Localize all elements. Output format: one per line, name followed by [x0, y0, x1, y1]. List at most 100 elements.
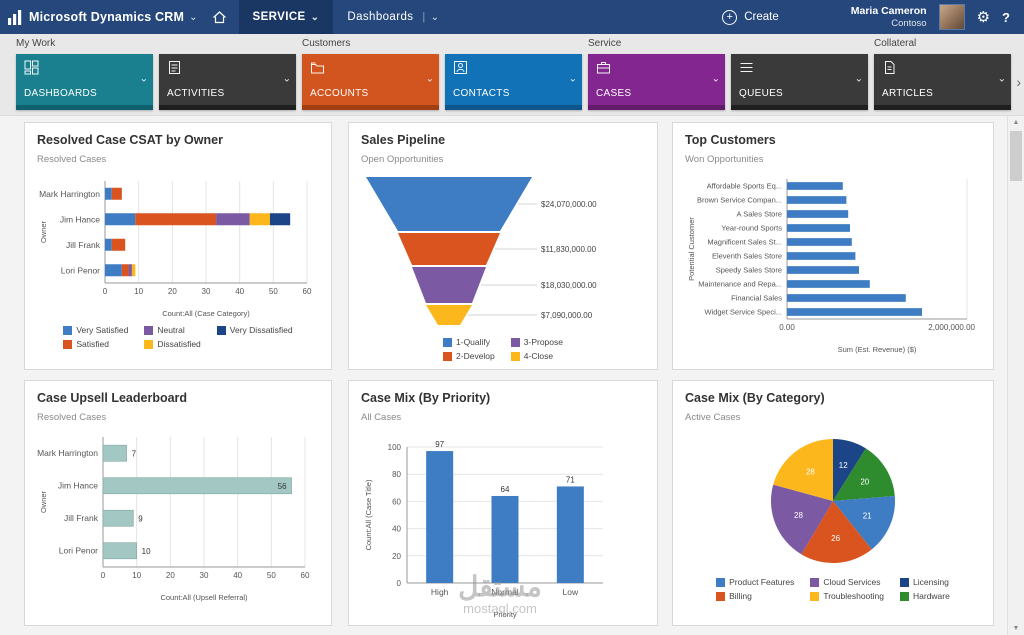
tile-label: ACTIVITIES — [167, 88, 225, 99]
dynamics-logo-icon[interactable] — [8, 9, 22, 25]
svg-text:Speedy Sales Store: Speedy Sales Store — [716, 266, 782, 275]
top-navigation-bar: Microsoft Dynamics CRM ⌄ SERVICE ⌄ Dashb… — [0, 0, 1024, 34]
home-icon[interactable] — [212, 10, 227, 24]
panel-case-mix-priority: Case Mix (By Priority) All Cases 0 20 40 60… — [348, 380, 658, 626]
brand-title[interactable]: Microsoft Dynamics CRM — [29, 10, 185, 24]
chevron-down-icon: ⌄ — [430, 11, 440, 23]
chart-case-mix-priority[interactable]: 0 20 40 60 80 100 97 High 64 Normal 71 Low Priority C… — [361, 431, 645, 621]
chevron-down-icon[interactable]: ⌄ — [425, 73, 434, 85]
tile-contacts[interactable]: CONTACTS ⌄ — [445, 54, 582, 110]
plus-icon: + — [722, 9, 738, 25]
panel-subtitle: Resolved Cases — [37, 154, 107, 165]
svg-text:A Sales Store: A Sales Store — [737, 210, 782, 219]
legend-item: Satisfied — [63, 339, 128, 349]
svg-text:Potential Customer: Potential Customer — [687, 217, 696, 281]
ribbon: My Work Customers Service Collateral DAS… — [0, 34, 1024, 116]
chevron-down-icon[interactable]: ⌄ — [282, 73, 291, 85]
svg-text:Affordable Sports Eq...: Affordable Sports Eq... — [707, 182, 782, 191]
category-service: Service — [588, 38, 622, 49]
legend-item: Product Features — [716, 577, 794, 587]
cases-icon — [596, 60, 611, 80]
legend-swatch — [716, 591, 726, 601]
svg-text:60: 60 — [303, 287, 312, 296]
svg-text:Low: Low — [563, 587, 579, 597]
chevron-right-icon[interactable]: › — [1016, 74, 1021, 90]
vertical-scrollbar[interactable]: ▲ ▼ — [1007, 116, 1024, 635]
tile-accent-strip — [302, 105, 439, 110]
legend-item: Troubleshooting — [810, 591, 884, 601]
svg-text:71: 71 — [566, 475, 575, 484]
chart-sales-pipeline-funnel[interactable]: $24,070,000.00 $11,830,000.00 $18,030,000.… — [361, 173, 645, 361]
svg-text:High: High — [431, 587, 449, 597]
legend-item: Very Satisfied — [63, 325, 128, 335]
avatar[interactable] — [938, 4, 965, 30]
legend-swatch — [144, 325, 154, 335]
legend-item: 4-Close — [510, 351, 563, 361]
svg-text:Mark Harrington: Mark Harrington — [39, 189, 100, 199]
tile-queues[interactable]: QUEUES ⌄ — [731, 54, 868, 110]
gear-icon[interactable]: ⚙ — [976, 9, 991, 26]
legend-swatch — [900, 577, 909, 587]
panel-resolved-case-csat: Resolved Case CSAT by Owner Resolved Cas… — [24, 122, 332, 370]
chevron-down-icon[interactable]: ⌄ — [997, 73, 1006, 85]
legend-item: Very Dissatisfied — [216, 325, 293, 335]
svg-text:$11,830,000.00: $11,830,000.00 — [541, 245, 597, 254]
svg-text:Normal: Normal — [491, 587, 519, 597]
chevron-down-icon[interactable]: ⌄ — [711, 73, 720, 85]
legend-swatch — [443, 337, 453, 347]
legend-item: 3-Propose — [510, 337, 563, 347]
svg-text:60: 60 — [392, 497, 401, 506]
scroll-down-icon[interactable]: ▼ — [1012, 625, 1020, 632]
category-customers: Customers — [302, 38, 351, 49]
svg-text:Owner: Owner — [39, 220, 48, 243]
svg-text:20: 20 — [168, 287, 177, 296]
help-icon[interactable]: ? — [1002, 9, 1010, 25]
tile-accounts[interactable]: ACCOUNTS ⌄ — [302, 54, 439, 110]
chart-top-customers[interactable]: 0.00 2,000,000.00 Affordable Sports Eq... B… — [685, 173, 981, 355]
panel-subtitle: All Cases — [361, 412, 402, 423]
svg-text:$18,030,000.00: $18,030,000.00 — [541, 281, 597, 290]
svg-text:26: 26 — [831, 534, 840, 543]
create-button-label: Create — [744, 11, 779, 23]
category-collateral: Collateral — [874, 38, 917, 49]
tile-accent-strip — [159, 105, 296, 110]
svg-text:Priority: Priority — [493, 610, 517, 619]
chart-case-mix-category-pie[interactable]: 12 20 21 26 28 28 Product Features Billing Cloud… — [685, 431, 981, 601]
chevron-down-icon[interactable]: ⌄ — [189, 11, 198, 23]
svg-text:2,000,000.00: 2,000,000.00 — [928, 323, 975, 332]
svg-text:28: 28 — [806, 467, 815, 476]
tile-accent-strip — [731, 105, 868, 110]
chart-legend: 1-Qualify 2-Develop 3-Propose 4-Close — [361, 337, 645, 361]
legend-item: Dissatisfied — [144, 339, 201, 349]
legend-swatch — [63, 339, 73, 349]
tab-service-label: SERVICE — [252, 11, 306, 23]
svg-text:Jim Hance: Jim Hance — [58, 480, 98, 490]
tile-articles[interactable]: ARTICLES ⌄ — [874, 54, 1011, 110]
chart-resolved-case-csat[interactable]: 0 10 20 30 40 50 60 Mark Harrington Jim Hance Jil… — [37, 173, 319, 349]
legend-swatch — [443, 351, 453, 361]
svg-text:$24,070,000.00: $24,070,000.00 — [541, 200, 597, 209]
tab-dashboards[interactable]: Dashboards | ⌄ — [333, 0, 453, 34]
chevron-down-icon[interactable]: ⌄ — [568, 73, 577, 85]
chevron-down-icon[interactable]: ⌄ — [139, 73, 148, 85]
legend-item: Hardware — [900, 591, 950, 601]
scroll-up-icon[interactable]: ▲ — [1012, 119, 1020, 126]
tile-activities[interactable]: ACTIVITIES ⌄ — [159, 54, 296, 110]
svg-text:0: 0 — [101, 571, 106, 580]
accounts-icon — [310, 60, 325, 80]
svg-text:100: 100 — [388, 443, 402, 452]
legend-item: Neutral — [144, 325, 200, 335]
panel-subtitle: Active Cases — [685, 412, 741, 423]
panel-subtitle: Won Opportunities — [685, 154, 764, 165]
dashboards-icon — [24, 60, 39, 80]
svg-text:Count:All (Case Category): Count:All (Case Category) — [162, 309, 250, 318]
chart-case-upsell-leaderboard[interactable]: 0 10 20 30 40 50 60 Mark Harrington 7 Jim Hance 56… — [37, 431, 319, 603]
user-info[interactable]: Maria Cameron Contoso — [851, 5, 927, 29]
tile-cases[interactable]: CASES ⌄ — [588, 54, 725, 110]
chevron-down-icon[interactable]: ⌄ — [854, 73, 863, 85]
tile-dashboards[interactable]: DASHBOARDS ⌄ — [16, 54, 153, 110]
separator: | — [422, 11, 426, 23]
tab-service[interactable]: SERVICE ⌄ — [238, 0, 334, 34]
create-button[interactable]: + Create — [722, 9, 779, 25]
scrollbar-thumb[interactable] — [1010, 131, 1022, 181]
